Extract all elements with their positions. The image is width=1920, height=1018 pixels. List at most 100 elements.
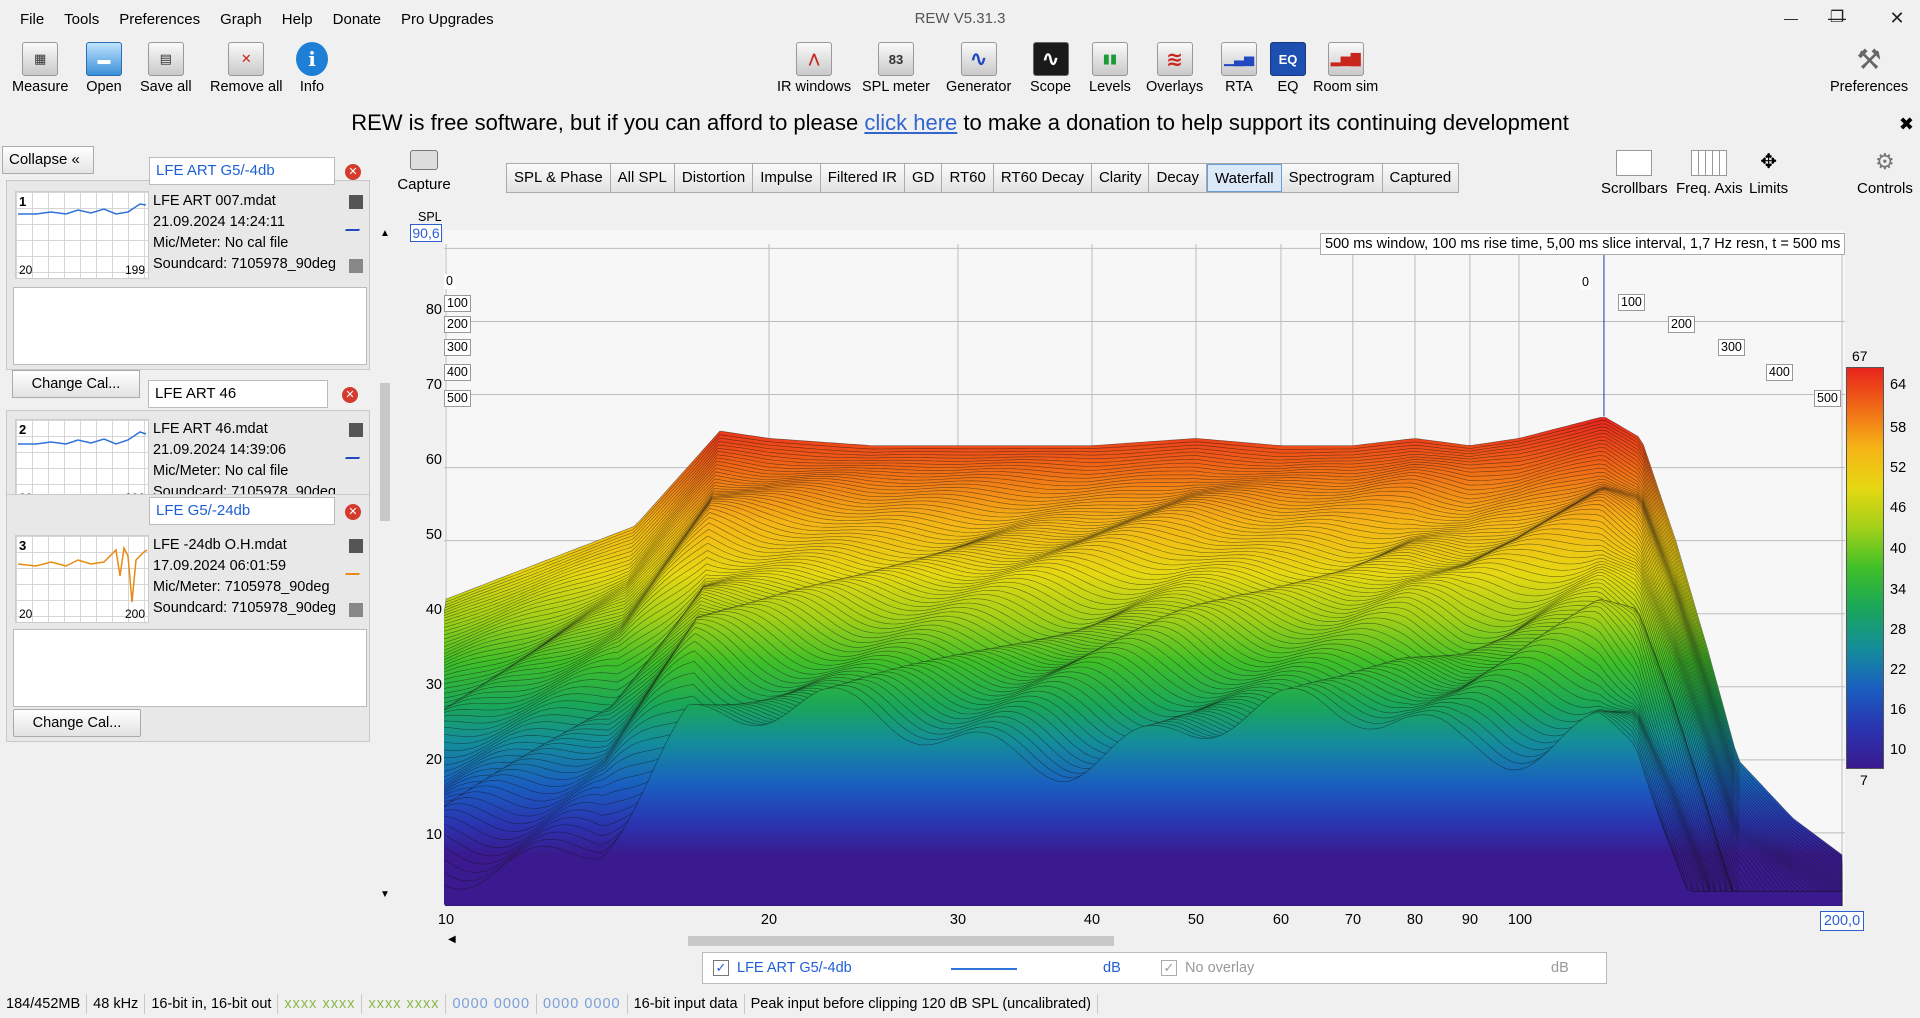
memory-status[interactable]: 184/452MB xyxy=(0,994,88,1014)
scrollbar-thumb[interactable] xyxy=(688,936,1114,946)
scrollbars-button[interactable]: Scrollbars xyxy=(1601,150,1668,197)
graph-horizontal-scrollbar[interactable]: ◀ xyxy=(444,934,1845,948)
minimize-icon[interactable]: — xyxy=(1784,10,1798,26)
waterfall-graph[interactable] xyxy=(444,230,1845,906)
donate-text-after: to make a donation to help support its c… xyxy=(957,110,1569,135)
save-all-button[interactable]: ▤ Save all xyxy=(140,42,192,95)
tab-rt60[interactable]: RT60 xyxy=(942,164,994,192)
info-label: Info xyxy=(299,79,325,95)
limits-button[interactable]: ✥ Limits xyxy=(1749,150,1788,197)
close-icon[interactable]: ✕ xyxy=(1889,8,1905,28)
tab-rt60-decay[interactable]: RT60 Decay xyxy=(993,164,1092,192)
color-tick: 10 xyxy=(1890,742,1907,758)
maximize-icon[interactable]: ❐ xyxy=(1829,9,1845,26)
tab-waterfall[interactable]: Waterfall xyxy=(1207,164,1282,192)
measurement-name-field[interactable]: LFE ART 46 xyxy=(148,380,328,408)
generator-button[interactable]: ∿ Generator xyxy=(946,42,1011,95)
menu-tools[interactable]: Tools xyxy=(64,10,100,28)
measurement-name-field[interactable]: LFE G5/-24db xyxy=(149,497,335,525)
y-max-field[interactable]: 90,6 xyxy=(410,224,442,242)
tab-distortion[interactable]: Distortion xyxy=(674,164,754,192)
notes-icon[interactable] xyxy=(349,603,363,617)
title-bar: File Tools Preferences Graph Help Donate… xyxy=(0,0,1920,38)
output-level-status: 0000 0000 xyxy=(446,994,538,1014)
overlays-button[interactable]: ≋ Overlays xyxy=(1146,42,1203,95)
measurement-header-2: LFE ART 46 ✕ xyxy=(144,376,370,504)
remove-all-button[interactable]: ✕ Remove all xyxy=(210,42,283,95)
y-tick: 40 xyxy=(425,602,442,618)
input-data-status: 16-bit input data xyxy=(628,994,745,1014)
menu-graph[interactable]: Graph xyxy=(220,10,262,28)
measurement-list-scrollbar[interactable]: ▲ ▼ xyxy=(378,228,392,900)
scrollbar-thumb[interactable] xyxy=(380,383,390,521)
tab-all-spl[interactable]: All SPL xyxy=(610,164,675,192)
save-measurement-icon[interactable] xyxy=(349,539,363,553)
delete-measurement-icon[interactable]: ✕ xyxy=(345,164,361,180)
rta-button[interactable]: ▁▃▅ RTA xyxy=(1221,42,1257,95)
measurement-name-field[interactable]: LFE ART G5/-4db xyxy=(149,157,335,185)
menu-help[interactable]: Help xyxy=(281,10,313,28)
delete-measurement-icon[interactable]: ✕ xyxy=(342,387,358,403)
save-measurement-icon[interactable] xyxy=(349,195,363,209)
x-max-field[interactable]: 200,0 xyxy=(1820,911,1864,931)
tab-spl-phase[interactable]: SPL & Phase xyxy=(507,164,611,192)
measurement-notes[interactable] xyxy=(13,287,367,365)
spl-meter-button[interactable]: 83 SPL meter xyxy=(862,42,930,95)
scroll-left-icon[interactable]: ◀ xyxy=(448,934,456,945)
scope-button[interactable]: ∿ Scope xyxy=(1030,42,1071,95)
notes-icon[interactable] xyxy=(349,259,363,273)
preferences-button[interactable]: ⚒ Preferences xyxy=(1830,42,1908,96)
thumbnail-trace xyxy=(18,431,147,445)
y-axis-label: SPL xyxy=(418,210,442,224)
eq-button[interactable]: EQ EQ xyxy=(1270,42,1306,95)
levels-button[interactable]: ▮▮ Levels xyxy=(1089,42,1131,95)
freq-axis-button[interactable]: Freq. Axis xyxy=(1676,150,1743,197)
measurement-thumbnail[interactable]: 1 20 199 xyxy=(15,191,149,279)
overlay-checkbox[interactable]: ✓ xyxy=(1161,960,1177,976)
measurement-notes[interactable] xyxy=(13,629,367,707)
capture-button[interactable]: Capture xyxy=(396,150,452,193)
menu-file[interactable]: File xyxy=(20,10,45,28)
delete-measurement-icon[interactable]: ✕ xyxy=(345,504,361,520)
ir-windows-icon: ⋀ xyxy=(796,42,833,76)
tab-gd[interactable]: GD xyxy=(904,164,943,192)
menu-donate[interactable]: Donate xyxy=(332,10,382,28)
measurement-file: LFE ART 007.mdat xyxy=(153,193,276,209)
room-sim-button[interactable]: ▂▅▇ Room sim xyxy=(1313,42,1378,95)
tab-clarity[interactable]: Clarity xyxy=(1091,164,1150,192)
donate-link[interactable]: click here xyxy=(864,110,958,135)
measurement-mic: Mic/Meter: 7105978_90deg xyxy=(153,579,330,595)
tab-spectrogram[interactable]: Spectrogram xyxy=(1281,164,1383,192)
ir-windows-button[interactable]: ⋀ IR windows xyxy=(777,42,851,95)
tab-filtered-ir[interactable]: Filtered IR xyxy=(820,164,905,192)
info-button[interactable]: i Info xyxy=(296,42,328,95)
edit-measurement-icon[interactable] xyxy=(344,445,368,459)
minimize-button[interactable]: — xyxy=(1828,8,1846,28)
change-cal-button-3[interactable]: Change Cal... xyxy=(13,709,141,737)
measurement-number: 1 xyxy=(19,194,27,209)
color-tick: 52 xyxy=(1890,460,1907,476)
donate-close-icon[interactable]: ✖ xyxy=(1898,114,1914,134)
y-tick: 70 xyxy=(425,377,442,393)
measurement-thumbnail[interactable]: 3 20 200 xyxy=(15,535,149,623)
menu-pro-upgrades[interactable]: Pro Upgrades xyxy=(401,10,494,28)
scroll-down-icon[interactable]: ▼ xyxy=(380,889,390,900)
open-button[interactable]: ▬ Open xyxy=(86,42,122,95)
overlays-label: Overlays xyxy=(1146,79,1204,95)
tab-decay[interactable]: Decay xyxy=(1149,164,1208,192)
menu-preferences[interactable]: Preferences xyxy=(119,10,201,28)
generator-label: Generator xyxy=(946,79,1012,95)
save-measurement-icon[interactable] xyxy=(349,423,363,437)
controls-button[interactable]: ⚙ Controls xyxy=(1857,150,1913,198)
tab-impulse[interactable]: Impulse xyxy=(753,164,821,192)
levels-label: Levels xyxy=(1089,79,1131,95)
change-cal-button-1[interactable]: Change Cal... xyxy=(12,370,140,398)
tab-captured[interactable]: Captured xyxy=(1382,164,1459,192)
series-checkbox[interactable]: ✓ xyxy=(713,960,729,976)
edit-measurement-icon[interactable] xyxy=(344,561,368,575)
spl-meter-label: SPL meter xyxy=(862,79,930,95)
edit-measurement-icon[interactable] xyxy=(344,217,368,231)
scroll-up-icon[interactable]: ▲ xyxy=(380,228,390,239)
collapse-button[interactable]: Collapse « xyxy=(2,146,94,174)
measure-button[interactable]: ▦ Measure xyxy=(12,42,68,95)
